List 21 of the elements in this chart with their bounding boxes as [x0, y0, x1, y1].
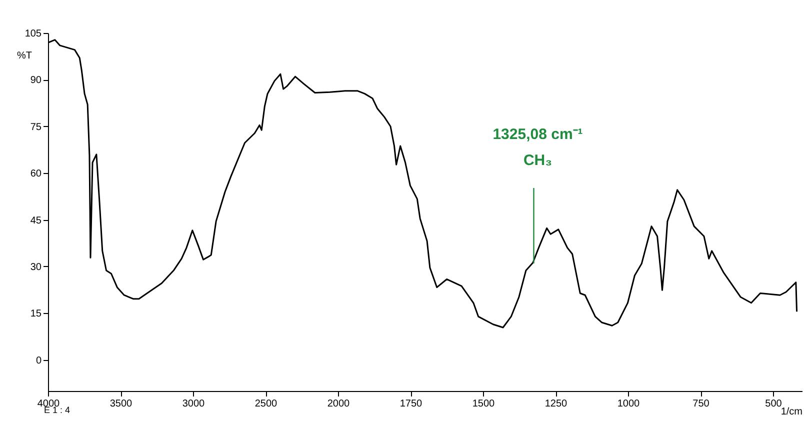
x-tick-label: 2000	[327, 398, 350, 410]
y-tick-label: 15	[30, 308, 42, 320]
x-tick-label: 1750	[400, 398, 423, 410]
x-axis-title: 1/cm	[780, 406, 802, 418]
y-tick-label: 60	[30, 168, 42, 180]
y-tick-label: 75	[30, 122, 42, 133]
x-tick-label: 1250	[544, 398, 568, 410]
y-tick-label: 0	[36, 355, 42, 366]
y-tick-label: 45	[30, 215, 42, 226]
x-tick-label: 1000	[617, 398, 640, 410]
annotation: 1325,08 cm⁻¹ CH₃	[492, 126, 583, 169]
y-axis-title: %T	[17, 50, 32, 62]
x-tick-label: 500	[765, 398, 782, 410]
y-tick-label: 105	[24, 28, 42, 40]
x-tick-label: 3500	[110, 398, 133, 410]
y-tick-label: 30	[30, 262, 42, 273]
x-tick-label: 2500	[254, 398, 278, 410]
x-tick-label: 750	[692, 398, 710, 410]
y-tick-label: 90	[30, 75, 42, 86]
x-tick-label: 3000	[182, 398, 206, 410]
x-tick-label: 1500	[472, 398, 496, 410]
